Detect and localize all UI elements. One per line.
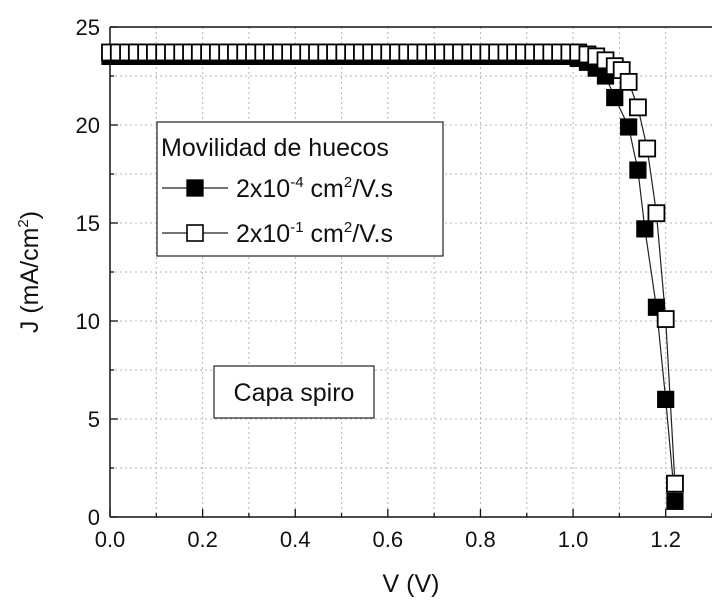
legend-label-filled-unit-exp: 2: [344, 174, 352, 191]
annotation-text: Capa spiro: [234, 379, 355, 407]
data-point-filled-square: [606, 88, 624, 107]
legend-entry-open: 2x10-1 cm2/V.s: [162, 219, 393, 248]
data-point-open-square: [647, 204, 666, 223]
legend-label-filled-base: 2x10: [236, 175, 290, 203]
x-tick-label: 0.6: [373, 527, 404, 552]
legend-label-filled-suffix: /V.s: [352, 175, 393, 203]
y-axis-label-superscript: 2: [15, 219, 32, 227]
annotation: Capa spiro: [213, 365, 375, 419]
series: [101, 43, 684, 510]
x-tick-label: 1.0: [558, 527, 589, 552]
y-tick-label: 10: [76, 309, 100, 334]
annotation-box: [213, 365, 375, 419]
y-tick-label: 15: [76, 211, 100, 236]
data-point-open-square: [619, 72, 638, 91]
legend-label-open-base: 2x10: [236, 220, 290, 248]
y-axis-label-main: J (mA/cm: [16, 228, 44, 334]
legend-box: [156, 121, 444, 257]
y-axis-label-tail: ): [16, 211, 44, 219]
data-point-open-square: [666, 474, 684, 493]
legend-label-filled: 2x10-4 cm2/V.s: [236, 174, 393, 203]
legend-open-square-icon: [186, 224, 204, 242]
x-tick-label: 0.2: [187, 527, 218, 552]
y-tick-label: 25: [76, 15, 100, 40]
legend-label-filled-unit: cm: [304, 175, 344, 203]
y-axis-label: J (mA/cm2): [15, 211, 44, 333]
data-point-open-square: [656, 310, 675, 328]
data-point-filled-square: [620, 118, 638, 136]
legend-title: Movilidad de huecos: [161, 134, 389, 162]
legend-label-open-unit: cm: [304, 220, 344, 248]
y-tick-label: 5: [88, 407, 100, 432]
x-tick-label: 0.0: [95, 527, 126, 552]
legend-label-open-suffix: /V.s: [352, 220, 393, 248]
x-tick-label: 1.2: [650, 527, 681, 552]
legend-label-open-exp: -1: [290, 219, 303, 236]
data-point-filled-square: [657, 390, 675, 408]
data-point-filled-square: [636, 220, 654, 238]
legend-entry-filled: 2x10-4 cm2/V.s: [162, 174, 393, 203]
x-tick-label: 0.8: [465, 527, 496, 552]
x-tick-label: 0.4: [280, 527, 311, 552]
legend-filled-square-icon: [186, 179, 204, 197]
data-point-filled-square: [666, 492, 684, 510]
data-point-filled-square: [629, 161, 647, 179]
legend: Movilidad de huecos 2x10-4 cm2/V.s 2x10-…: [156, 121, 444, 257]
data-point-open-square: [629, 98, 647, 117]
x-axis-label: V (V): [383, 570, 440, 598]
y-tick-label: 20: [76, 113, 100, 138]
legend-label-open-unit-exp: 2: [344, 219, 352, 236]
legend-label-filled-exp: -4: [290, 174, 303, 191]
ticks: 0.0 0.2 0.4 0.6 0.8 1.0 1.2 0 5 10 15 20 25: [76, 15, 712, 552]
y-tick-label: 0: [88, 505, 100, 530]
legend-label-open: 2x10-1 cm2/V.s: [236, 219, 393, 248]
data-point-open-square: [638, 139, 657, 158]
